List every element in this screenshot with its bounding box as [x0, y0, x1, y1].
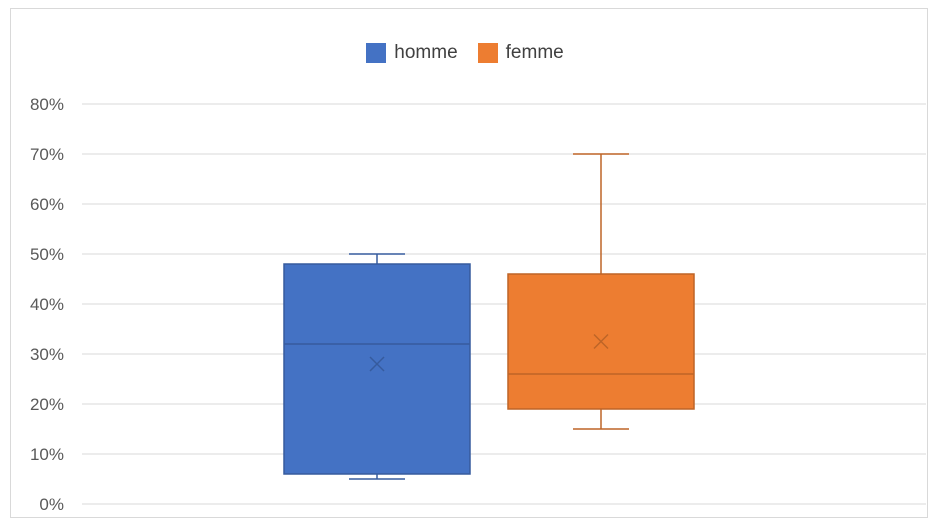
y-tick-label: 80% [30, 95, 64, 114]
legend-label-femme: femme [505, 42, 564, 63]
legend-item-homme[interactable]: homme [366, 42, 458, 64]
y-tick-label: 40% [30, 295, 64, 314]
y-tick-label: 30% [30, 345, 64, 364]
y-tick-label: 0% [39, 495, 64, 514]
legend-swatch-femme [477, 43, 498, 63]
mean-marker-femme [593, 333, 609, 350]
y-tick-label: 20% [30, 395, 64, 414]
y-tick-label: 70% [30, 145, 64, 164]
legend-item-femme[interactable]: femme [477, 42, 564, 64]
box-homme [283, 263, 471, 475]
legend-label-homme: homme [394, 42, 458, 63]
legend: homme femme [0, 42, 930, 64]
y-tick-label: 60% [30, 195, 64, 214]
y-tick-label: 10% [30, 445, 64, 464]
legend-swatch-homme [366, 43, 387, 63]
mean-marker-homme [369, 356, 385, 372]
y-tick-label: 50% [30, 245, 64, 264]
